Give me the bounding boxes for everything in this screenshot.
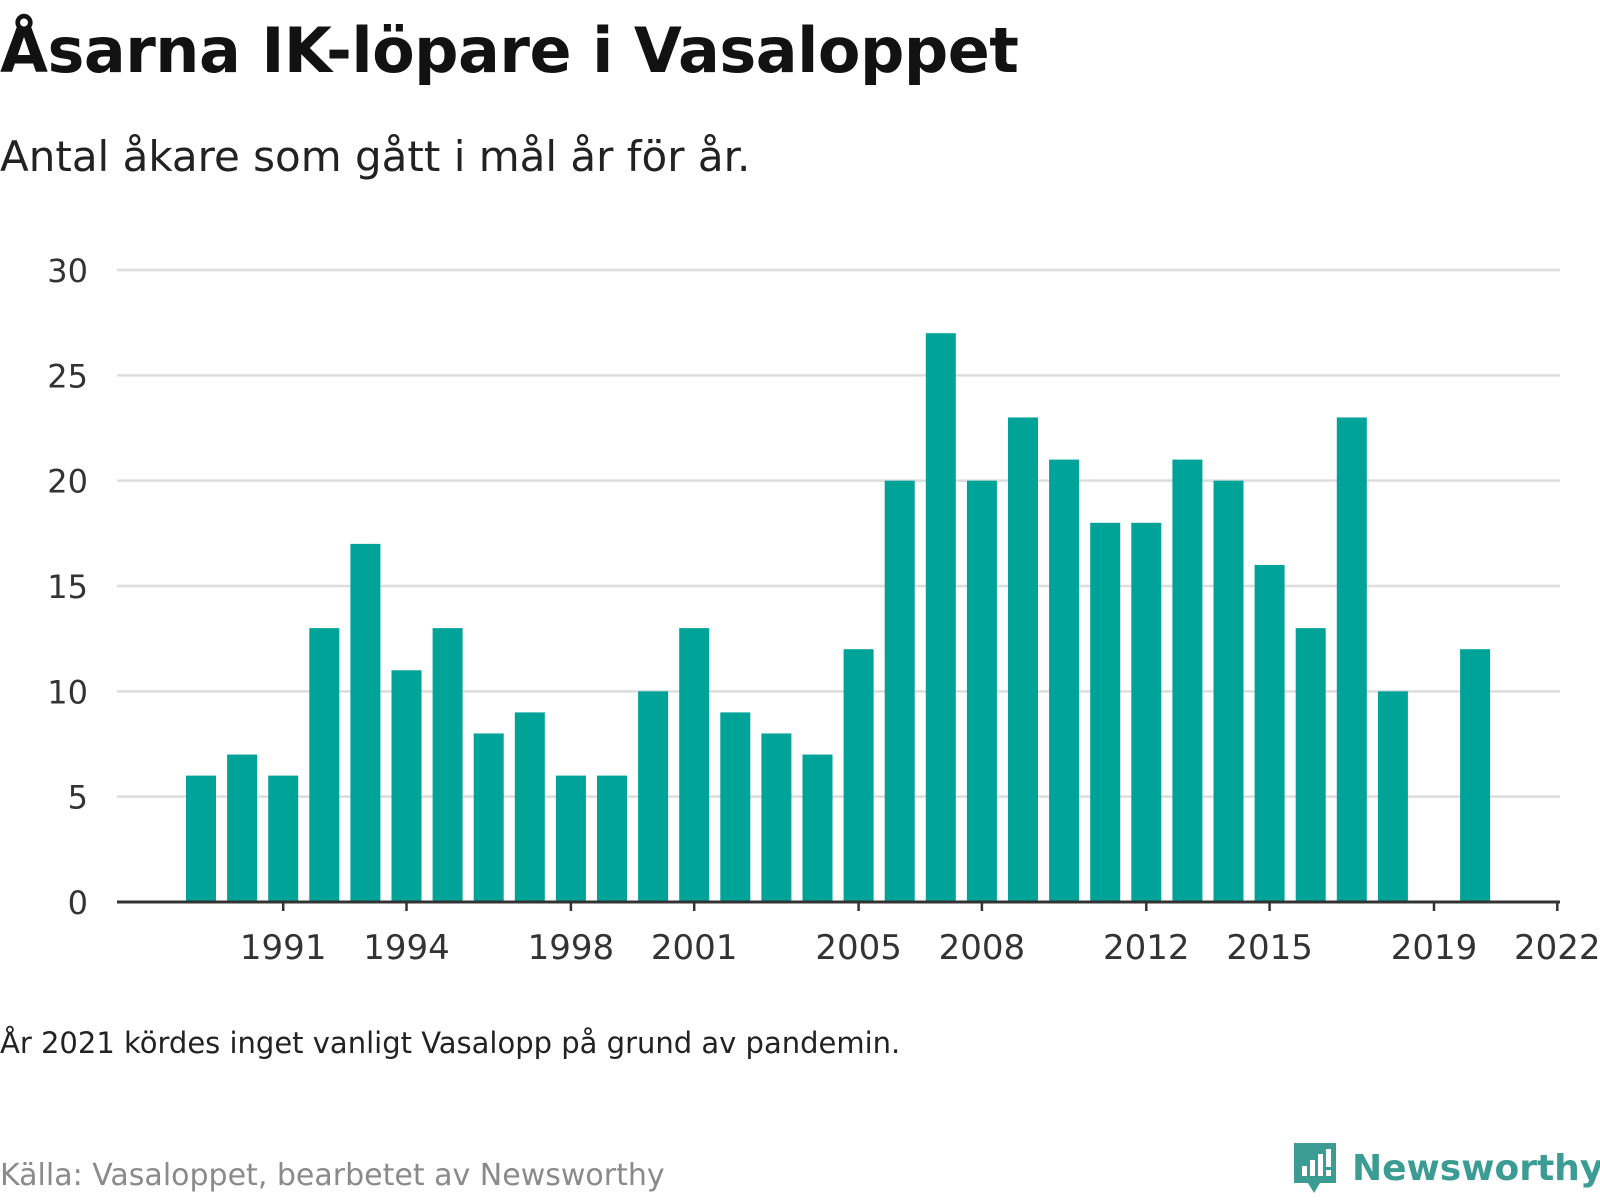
- y-tick-label: 15: [47, 568, 88, 606]
- bar-2016: [1295, 628, 1326, 902]
- bar-1996: [473, 733, 504, 902]
- x-tick-label: 1998: [528, 928, 615, 968]
- bar-2003: [761, 733, 792, 902]
- bars: [186, 333, 1491, 902]
- bar-chart: 1991 1994 1998 2001 2005 2008 2012 2015 2019 2022…: [47, 252, 1600, 968]
- bar-2014: [1213, 480, 1244, 902]
- y-axis-ticks: 0 5 10 15 20 25 30: [47, 252, 88, 922]
- y-tick-label: 10: [47, 673, 88, 711]
- bar-1998: [555, 775, 586, 902]
- bar-2000: [638, 691, 669, 902]
- bar-2013: [1172, 459, 1203, 902]
- bar-1990: [227, 754, 258, 902]
- x-tick-label: 2001: [651, 928, 738, 968]
- bar-2009: [1008, 417, 1038, 902]
- bar-2010: [1049, 459, 1080, 902]
- bar-1999: [597, 775, 627, 902]
- source-text: Källa: Vasaloppet, bearbetet av Newswort…: [0, 1158, 665, 1193]
- x-tick-label: 2015: [1226, 928, 1313, 968]
- x-tick-label: 1994: [363, 928, 450, 968]
- y-tick-label: 0: [68, 884, 88, 922]
- bar-1993: [350, 543, 381, 902]
- bar-1994: [391, 670, 422, 902]
- bar-2007: [925, 333, 956, 902]
- y-tick-label: 25: [47, 357, 88, 395]
- x-axis-ticks: 1991 1994 1998 2001 2005 2008 2012 2015 2019 2022: [240, 902, 1600, 968]
- bar-1989: [186, 775, 216, 902]
- bar-2006: [884, 480, 915, 902]
- chart-subtitle: Antal åkare som gått i mål år för år.: [0, 132, 751, 181]
- bar-2005: [843, 649, 874, 902]
- bar-2018: [1377, 691, 1408, 902]
- footnote: År 2021 kördes inget vanligt Vasalopp på…: [0, 1026, 901, 1060]
- bar-2011: [1090, 522, 1121, 902]
- x-tick-label: 1991: [240, 928, 327, 968]
- newsworthy-logo: Newsworthy: [1290, 1140, 1600, 1196]
- bar-2004: [802, 754, 833, 902]
- newsworthy-logo-text: Newsworthy: [1352, 1147, 1600, 1189]
- y-tick-label: 30: [47, 252, 88, 290]
- bar-1992: [309, 628, 340, 902]
- bar-2015: [1254, 564, 1285, 902]
- y-tick-label: 5: [68, 779, 88, 817]
- newsworthy-logo-icon: [1294, 1143, 1336, 1193]
- bar-1995: [432, 628, 463, 902]
- x-tick-label: 2019: [1391, 928, 1478, 968]
- chart-title: Åsarna IK-löpare i Vasaloppet: [0, 14, 1019, 87]
- bar-2001: [679, 628, 710, 902]
- bar-2020: [1460, 649, 1491, 902]
- y-tick-label: 20: [47, 463, 88, 501]
- bar-2002: [720, 712, 751, 902]
- bar-1991: [268, 775, 299, 902]
- bar-2017: [1336, 417, 1367, 902]
- x-tick-label: 2005: [815, 928, 902, 968]
- x-tick-label: 2022: [1514, 928, 1600, 968]
- bar-2012: [1131, 522, 1162, 902]
- bar-2008: [966, 480, 997, 902]
- bar-1997: [514, 712, 545, 902]
- x-tick-label: 2012: [1103, 928, 1190, 968]
- x-tick-label: 2008: [939, 928, 1026, 968]
